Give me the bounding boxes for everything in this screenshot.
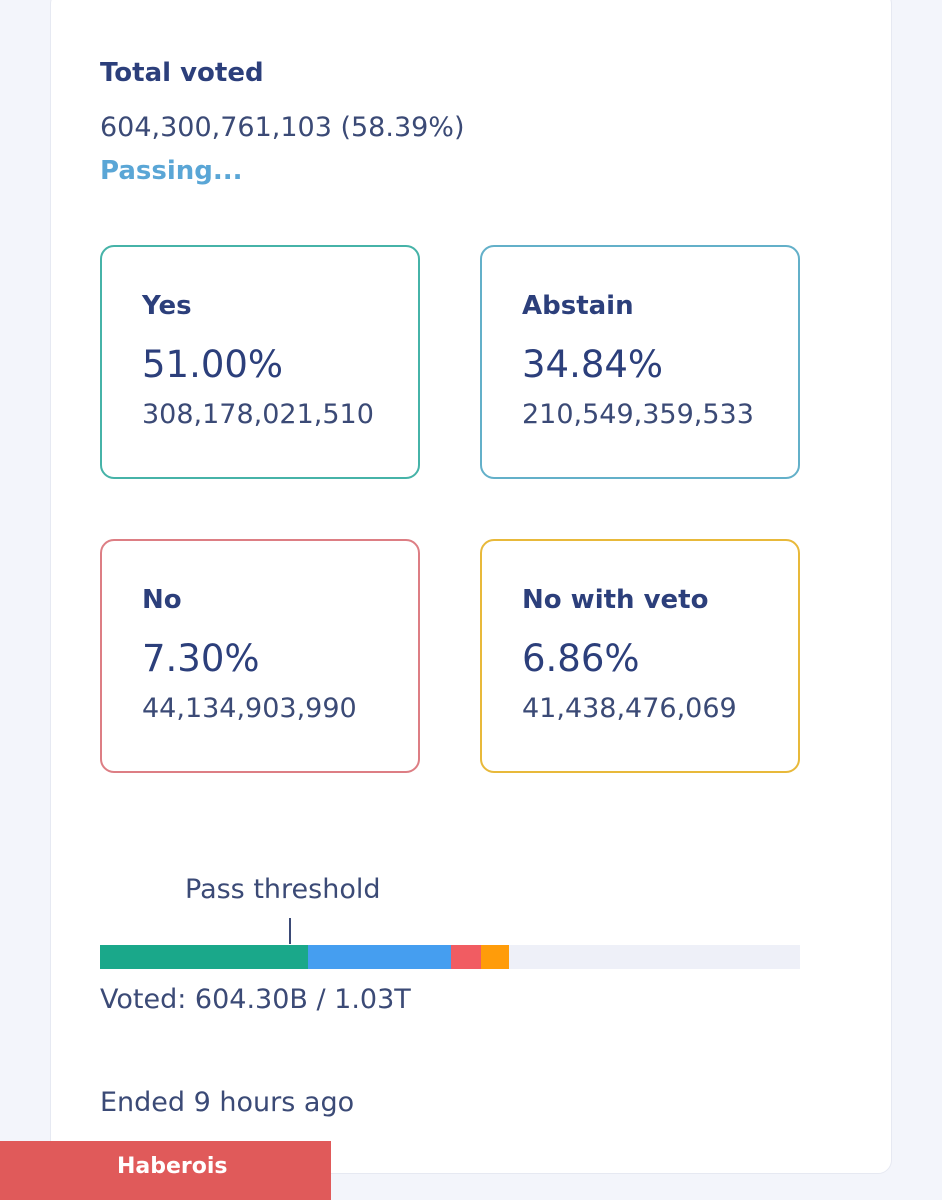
yes-option-box: Yes 51.00% 308,178,021,510 bbox=[100, 245, 420, 479]
veto-percent: 6.86% bbox=[522, 637, 640, 680]
status-text: Passing... bbox=[100, 156, 243, 186]
pass-threshold-label: Pass threshold bbox=[185, 874, 381, 905]
total-voted-label: Total voted bbox=[100, 58, 264, 88]
no-label: No bbox=[142, 585, 182, 615]
veto-bar-segment bbox=[480, 945, 509, 969]
abstain-label: Abstain bbox=[522, 291, 634, 321]
watermark-text: Haberois bbox=[117, 1154, 228, 1179]
voted-summary: Voted: 604.30B / 1.03T bbox=[100, 984, 411, 1015]
watermark-banner: Haberois bbox=[0, 1141, 331, 1200]
veto-option-box: No with veto 6.86% 41,438,476,069 bbox=[480, 539, 800, 773]
yes-percent: 51.00% bbox=[142, 343, 284, 386]
abstain-bar-segment bbox=[308, 945, 451, 969]
veto-label: No with veto bbox=[522, 585, 709, 615]
abstain-percent: 34.84% bbox=[522, 343, 664, 386]
yes-label: Yes bbox=[142, 291, 192, 321]
abstain-count: 210,549,359,533 bbox=[522, 399, 754, 430]
yes-count: 308,178,021,510 bbox=[142, 399, 374, 430]
no-percent: 7.30% bbox=[142, 637, 260, 680]
ended-text: Ended 9 hours ago bbox=[100, 1087, 355, 1118]
no-option-box: No 7.30% 44,134,903,990 bbox=[100, 539, 420, 773]
no-bar-segment bbox=[450, 945, 481, 969]
veto-count: 41,438,476,069 bbox=[522, 693, 737, 724]
total-voted-value: 604,300,761,103 (58.39%) bbox=[100, 112, 465, 143]
no-count: 44,134,903,990 bbox=[142, 693, 357, 724]
yes-bar-segment bbox=[100, 945, 309, 969]
vote-progress-bar bbox=[100, 945, 800, 969]
pass-threshold-marker bbox=[288, 918, 291, 944]
abstain-option-box: Abstain 34.84% 210,549,359,533 bbox=[480, 245, 800, 479]
